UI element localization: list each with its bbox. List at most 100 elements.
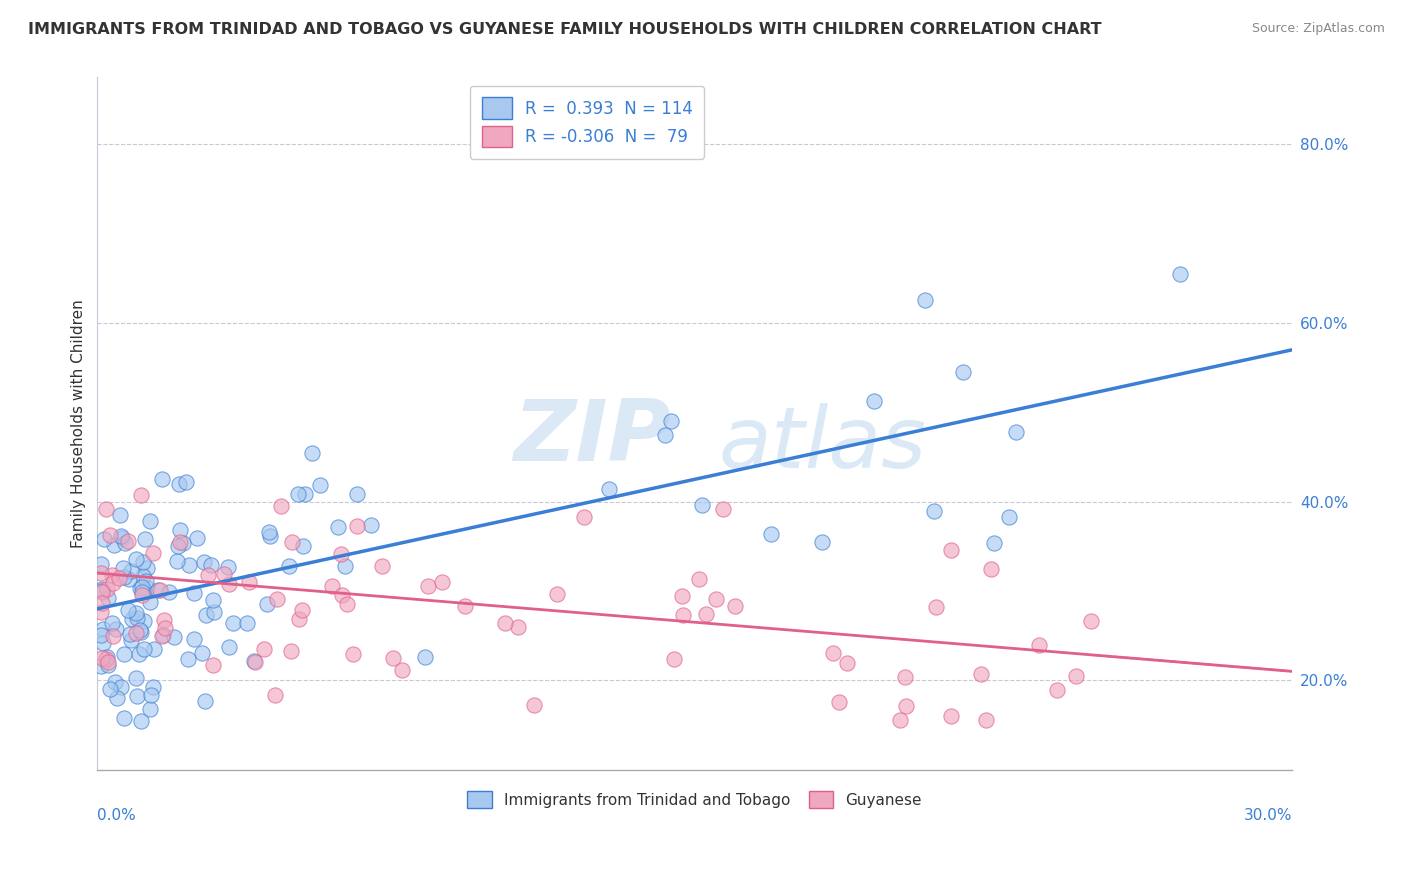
Point <box>1005 425 1028 440</box>
Point <box>330 588 353 602</box>
Point <box>166 554 188 568</box>
Point <box>309 478 332 492</box>
Point <box>124 671 146 685</box>
Point <box>914 293 936 308</box>
Point <box>243 654 266 668</box>
Point <box>129 714 152 729</box>
Point <box>94 652 117 666</box>
Point <box>97 655 120 669</box>
Text: 30.0%: 30.0% <box>1243 808 1292 823</box>
Point <box>360 518 382 533</box>
Point <box>90 595 112 609</box>
Point <box>980 562 1002 576</box>
Point <box>132 556 155 570</box>
Point <box>494 615 516 630</box>
Point <box>90 605 112 619</box>
Point <box>117 572 139 586</box>
Point <box>177 652 200 666</box>
Point <box>183 632 205 647</box>
Point <box>120 633 142 648</box>
Point <box>291 539 314 553</box>
Text: ZIP: ZIP <box>513 396 671 479</box>
Point <box>152 613 174 627</box>
Point <box>243 655 266 669</box>
Point <box>97 591 120 606</box>
Point <box>111 531 134 545</box>
Point <box>201 593 224 607</box>
Point <box>259 524 281 539</box>
Point <box>142 546 165 560</box>
Point <box>90 566 112 580</box>
Point <box>415 650 437 665</box>
Point <box>1064 668 1087 682</box>
Point <box>711 502 734 516</box>
Point <box>125 552 148 566</box>
Point <box>218 640 240 655</box>
Point <box>194 694 217 708</box>
Text: IMMIGRANTS FROM TRINIDAD AND TOBAGO VS GUYANESE FAMILY HOUSEHOLDS WITH CHILDREN : IMMIGRANTS FROM TRINIDAD AND TOBAGO VS G… <box>28 22 1102 37</box>
Point <box>148 583 170 598</box>
Point <box>117 603 139 617</box>
Point <box>522 698 544 712</box>
Point <box>139 514 162 528</box>
Point <box>941 709 963 723</box>
Point <box>974 714 997 728</box>
Point <box>704 592 727 607</box>
Point <box>131 580 153 594</box>
Point <box>664 652 686 666</box>
Point <box>236 616 259 631</box>
Point <box>91 636 114 650</box>
Point <box>127 690 149 704</box>
Point <box>117 534 139 549</box>
Point <box>333 558 356 573</box>
Text: Source: ZipAtlas.com: Source: ZipAtlas.com <box>1251 22 1385 36</box>
Point <box>280 644 302 658</box>
Point <box>925 599 948 614</box>
Point <box>371 559 394 574</box>
Point <box>889 714 911 728</box>
Point <box>970 667 993 681</box>
Point <box>346 487 368 501</box>
Point <box>454 599 477 613</box>
Text: atlas: atlas <box>718 403 927 486</box>
Point <box>90 583 112 598</box>
Point <box>139 702 162 716</box>
Point <box>167 539 190 553</box>
Point <box>997 509 1019 524</box>
Point <box>294 487 316 501</box>
Y-axis label: Family Households with Children: Family Households with Children <box>72 299 86 548</box>
Point <box>894 669 917 683</box>
Point <box>688 572 710 586</box>
Point <box>105 691 128 706</box>
Point <box>671 608 693 623</box>
Point <box>167 476 190 491</box>
Point <box>291 603 314 617</box>
Point <box>134 532 156 546</box>
Point <box>828 695 851 709</box>
Point <box>326 520 349 534</box>
Point <box>201 657 224 672</box>
Point <box>96 582 118 596</box>
Point <box>983 535 1005 549</box>
Point <box>150 472 173 486</box>
Point <box>103 675 125 690</box>
Point <box>90 659 112 673</box>
Point <box>112 710 135 724</box>
Point <box>101 629 124 643</box>
Point <box>152 628 174 642</box>
Point <box>690 499 713 513</box>
Point <box>169 534 191 549</box>
Point <box>336 598 359 612</box>
Point <box>221 616 243 631</box>
Point <box>105 622 128 636</box>
Point <box>654 428 676 442</box>
Text: 0.0%: 0.0% <box>97 808 136 823</box>
Point <box>132 642 155 657</box>
Point <box>256 597 278 611</box>
Point <box>924 504 946 518</box>
Point <box>148 582 170 597</box>
Point <box>90 558 112 572</box>
Point <box>200 558 222 573</box>
Point <box>129 487 152 501</box>
Point <box>941 543 963 558</box>
